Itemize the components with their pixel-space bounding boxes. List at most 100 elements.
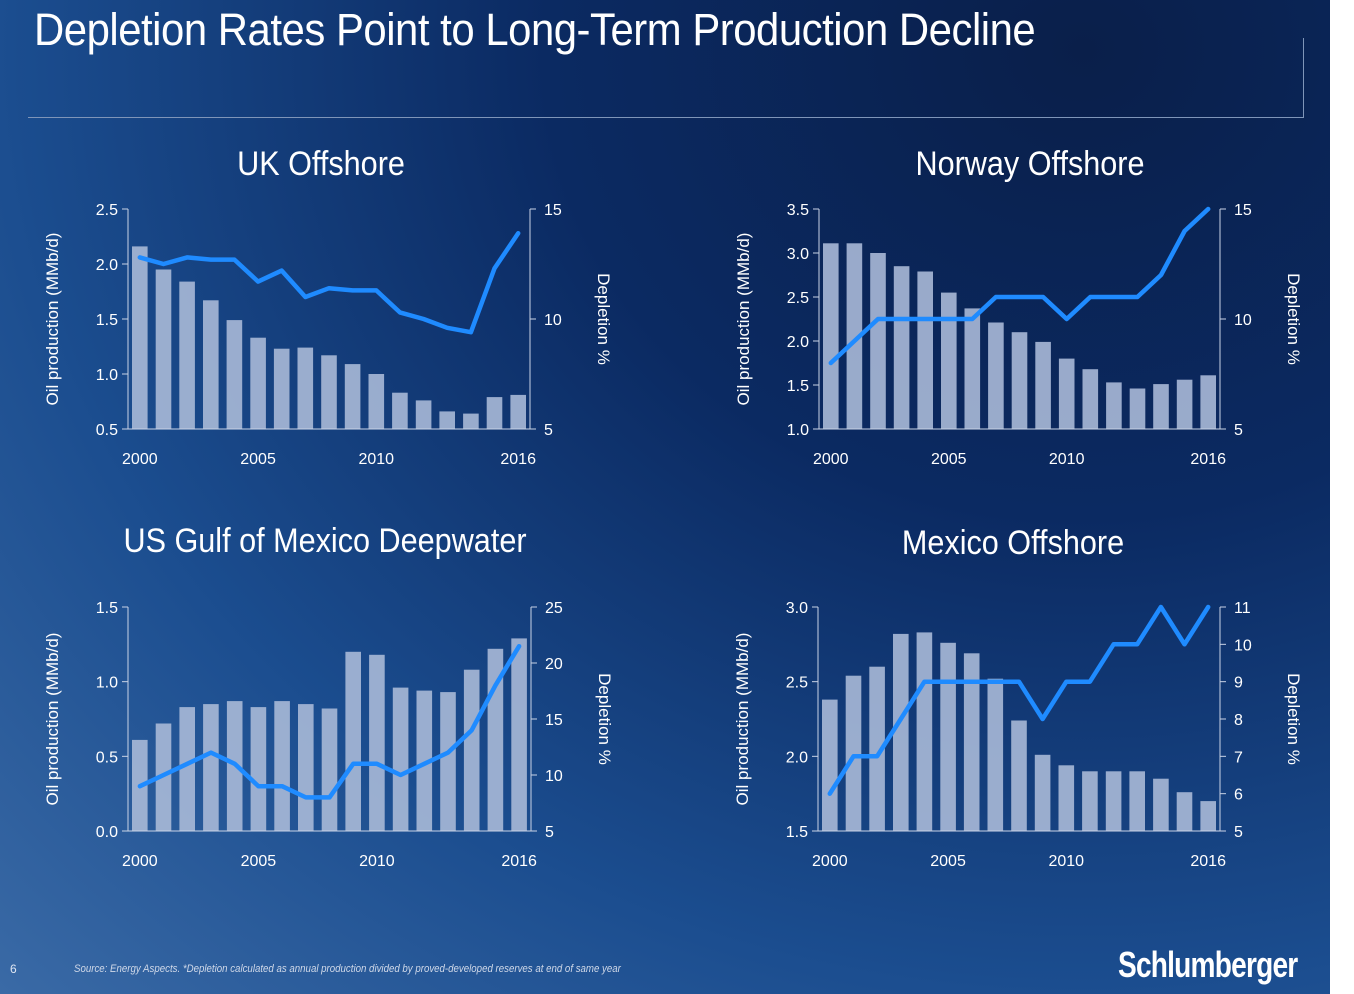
left-tick-label: 1.0 [96,367,118,384]
bar-2008 [1011,332,1028,429]
bar-2000 [132,246,148,429]
bar-2013 [1129,771,1145,831]
depletion-line [828,206,1211,366]
bar-2013 [439,411,455,429]
bar-2005 [941,292,957,429]
right-tick-label: 25 [545,600,563,617]
bar-2001 [845,675,862,831]
right-tick-label: 9 [1234,675,1243,692]
bar-2008 [321,708,338,831]
bar-2005 [250,337,266,429]
bar-2002 [179,707,195,831]
bar-2002 [869,666,885,831]
bar-2007 [297,347,314,429]
bar-2015 [1176,792,1193,831]
slide-title: Depletion Rates Point to Long-Term Produ… [34,4,1036,55]
schlumberger-logo: Schlumberger [1118,944,1298,985]
x-tick-label: 2016 [1190,451,1226,468]
left-axis-label: Oil production (MMb/d) [734,233,753,406]
bar-2001 [155,269,172,429]
x-tick-label: 2010 [1048,853,1084,870]
bar-2004 [916,632,933,831]
left-tick-label: 2.5 [96,202,118,219]
title-divider [28,117,1304,118]
bar-2011 [392,392,408,429]
left-tick-label: 3.5 [787,202,809,219]
left-axis-label: Oil production (MMb/d) [43,233,62,406]
bar-2003 [203,704,219,831]
x-tick-label: 2010 [1049,451,1085,468]
x-tick-label: 2000 [122,451,158,468]
bar-2016 [1200,375,1216,429]
bar-2012 [415,400,432,429]
right-tick-label: 5 [1234,824,1243,841]
right-tick-label: 10 [545,768,563,785]
right-axis-label: Depletion % [1284,673,1303,765]
bar-2009 [344,364,361,429]
left-tick-label: 2.5 [786,675,808,692]
bar-2011 [1082,369,1099,429]
bar-2009 [1034,754,1051,831]
depletion-line [827,604,1211,796]
x-tick-label: 2010 [358,451,394,468]
bar-2006 [964,308,981,429]
bar-2003 [893,633,909,831]
chart-title-us-gulf-deepwater: US Gulf of Mexico Deepwater [123,522,527,560]
bar-2004 [917,271,933,429]
bar-2003 [203,300,219,429]
bar-2014 [463,669,480,831]
x-tick-label: 2005 [931,451,967,468]
right-tick-label: 6 [1234,787,1243,804]
right-tick-label: 5 [1234,422,1243,439]
bar-2016 [511,638,527,831]
left-tick-label: 0.5 [96,422,118,439]
bar-2014 [1153,778,1169,831]
bar-2013 [440,692,456,831]
right-tick-label: 15 [1234,202,1252,219]
bar-2016 [510,394,526,429]
x-tick-label: 2016 [1190,853,1226,870]
x-tick-label: 2000 [122,853,158,870]
bar-2004 [226,320,243,429]
left-tick-label: 2.0 [787,334,809,351]
left-tick-label: 2.5 [787,290,809,307]
right-tick-label: 8 [1234,712,1243,729]
bar-2006 [273,348,290,429]
bar-2007 [988,322,1004,429]
bar-2014 [1153,384,1169,429]
x-tick-label: 2005 [930,853,966,870]
left-tick-label: 0.5 [96,749,118,766]
bar-2001 [846,243,863,429]
bar-2002 [179,281,195,429]
right-axis-label: Depletion % [594,273,613,365]
left-axis-label: Oil production (MMb/d) [733,633,752,806]
right-edge-strip [1330,0,1354,994]
depletion-line [137,643,522,800]
left-tick-label: 1.5 [96,312,118,329]
chart-title-mexico-offshore: Mexico Offshore [901,524,1125,562]
bar-2010 [1058,765,1075,831]
right-tick-label: 15 [544,202,562,219]
bar-2008 [1011,720,1027,831]
page-number: 6 [10,962,17,976]
bar-2003 [893,266,910,429]
x-tick-label: 2005 [240,451,276,468]
bar-2007 [987,678,1004,831]
bar-2000 [823,243,839,429]
bar-2010 [1058,358,1075,429]
bar-2014 [463,413,479,429]
left-tick-label: 2.0 [786,749,808,766]
chart-title-norway-offshore: Norway Offshore [915,145,1145,183]
left-axis-label: Oil production (MMb/d) [43,633,62,806]
left-tick-label: 1.5 [96,600,118,617]
left-tick-label: 1.5 [786,824,808,841]
depletion-line [137,230,521,335]
bar-2002 [870,253,886,429]
x-tick-label: 2000 [812,853,848,870]
